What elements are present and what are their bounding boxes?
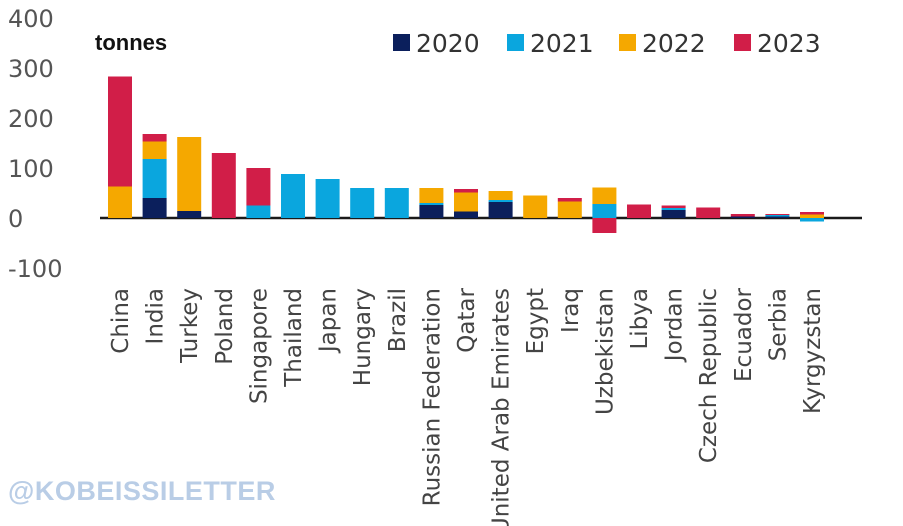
legend-label-2022: 2022 <box>642 29 706 58</box>
unit-label: tonnes <box>95 30 167 55</box>
bar-hungary-2021 <box>350 188 375 218</box>
bars <box>108 76 824 233</box>
category-label: Brazil <box>385 288 411 352</box>
category-label: Ecuador <box>731 287 757 382</box>
bar-turkey-2022 <box>177 137 202 211</box>
bar-libya-2023 <box>627 204 651 218</box>
bar-qatar-2020 <box>454 211 478 218</box>
bar-qatar-2023 <box>454 189 478 193</box>
bar-jordan-2021 <box>661 208 686 210</box>
category-label: Libya <box>627 288 653 350</box>
y-tick-label: 200 <box>8 105 54 133</box>
bar-czech-republic-2023 <box>696 207 721 218</box>
category-label: Uzbekistan <box>592 288 618 415</box>
category-label: Singapore <box>246 288 272 404</box>
category-label: Thailand <box>281 288 307 388</box>
y-tick-label: 100 <box>8 155 54 183</box>
legend-swatch-2021 <box>507 34 524 51</box>
bar-serbia-2020 <box>765 216 790 218</box>
category-label: Qatar <box>454 287 480 352</box>
bar-uzbekistan-2023 <box>592 218 617 233</box>
legend-swatch-2023 <box>734 34 751 51</box>
y-tick-label: 300 <box>8 55 54 83</box>
legend: 2020 2021 2022 2023 <box>393 29 821 58</box>
bar-thailand-2021 <box>281 174 305 218</box>
bar-russian-federation-2022 <box>419 188 444 203</box>
category-label: Egypt <box>523 288 549 354</box>
bar-poland-2023 <box>211 153 236 218</box>
bar-russian-federation-2021 <box>419 203 444 205</box>
bar-singapore-2023 <box>246 168 271 206</box>
y-axis-ticks: 400 300 200 100 0 -100 <box>8 5 62 283</box>
category-label: United Arab Emirates <box>489 288 515 526</box>
category-label: Japan <box>316 288 342 354</box>
bar-russian-federation-2020 <box>419 205 444 218</box>
bar-brazil-2021 <box>384 188 409 218</box>
bar-singapore-2021 <box>246 205 271 218</box>
bar-egypt-2022 <box>523 195 548 218</box>
category-label: Serbia <box>765 288 791 361</box>
bar-china-2022 <box>108 186 132 218</box>
bar-serbia-2021 <box>765 215 790 217</box>
bar-india-2020 <box>142 198 167 218</box>
category-label: Czech Republic <box>696 288 722 463</box>
bar-united-arab-emirates-2022 <box>488 191 513 200</box>
bar-iraq-2023 <box>557 198 582 202</box>
bar-india-2022 <box>142 141 167 159</box>
category-label: Iraq <box>558 288 584 333</box>
category-label: Turkey <box>177 288 203 364</box>
bar-uzbekistan-2022 <box>592 187 617 204</box>
bar-china-2023 <box>108 76 132 187</box>
category-labels: China India Turkey Poland Singapore Thailand J… <box>108 287 826 526</box>
bar-india-2021 <box>142 159 167 198</box>
bar-ecuador-2020 <box>730 216 755 218</box>
bar-united-arab-emirates-2021 <box>488 200 513 202</box>
legend-swatch-2020 <box>393 34 410 51</box>
category-label: Kyrgyzstan <box>800 288 826 414</box>
legend-label-2020: 2020 <box>416 29 480 58</box>
bar-japan-2021 <box>315 179 340 218</box>
category-label: Russian Federation <box>419 288 445 506</box>
legend-label-2023: 2023 <box>757 29 821 58</box>
bar-jordan-2020 <box>661 210 686 218</box>
y-tick-label: 400 <box>8 5 54 33</box>
bar-ecuador-2023 <box>730 214 755 217</box>
bar-kyrgyzstan-2022 <box>800 214 824 218</box>
category-label: India <box>143 288 169 344</box>
bar-uzbekistan-2021 <box>592 204 617 218</box>
bar-qatar-2022 <box>454 192 478 212</box>
category-label: Hungary <box>350 288 376 386</box>
bar-india-2023 <box>142 134 167 142</box>
category-label: Jordan <box>662 288 688 363</box>
bar-jordan-2023 <box>661 205 686 208</box>
bar-iraq-2022 <box>557 201 582 218</box>
watermark: @KOBEISSILETTER <box>8 476 276 506</box>
bar-turkey-2020 <box>177 211 202 218</box>
legend-label-2021: 2021 <box>530 29 594 58</box>
bar-united-arab-emirates-2020 <box>488 202 513 218</box>
bar-kyrgyzstan-2021 <box>800 218 824 222</box>
category-label: China <box>108 288 134 354</box>
y-tick-label: 0 <box>8 205 23 233</box>
bar-serbia-2023 <box>765 214 790 215</box>
y-tick-label: -100 <box>8 255 62 283</box>
legend-swatch-2022 <box>619 34 636 51</box>
category-label: Poland <box>212 288 238 365</box>
bar-kyrgyzstan-2023 <box>800 212 824 215</box>
